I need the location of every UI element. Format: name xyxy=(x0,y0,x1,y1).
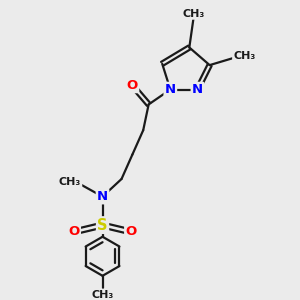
Text: O: O xyxy=(127,79,138,92)
Text: N: N xyxy=(165,83,176,96)
Text: CH₃: CH₃ xyxy=(59,177,81,187)
Text: N: N xyxy=(97,190,108,203)
Text: O: O xyxy=(68,225,80,239)
Text: S: S xyxy=(97,218,108,232)
Text: O: O xyxy=(125,225,136,239)
Text: N: N xyxy=(192,83,203,96)
Text: CH₃: CH₃ xyxy=(92,290,114,300)
Text: CH₃: CH₃ xyxy=(182,9,205,19)
Text: CH₃: CH₃ xyxy=(233,51,256,61)
